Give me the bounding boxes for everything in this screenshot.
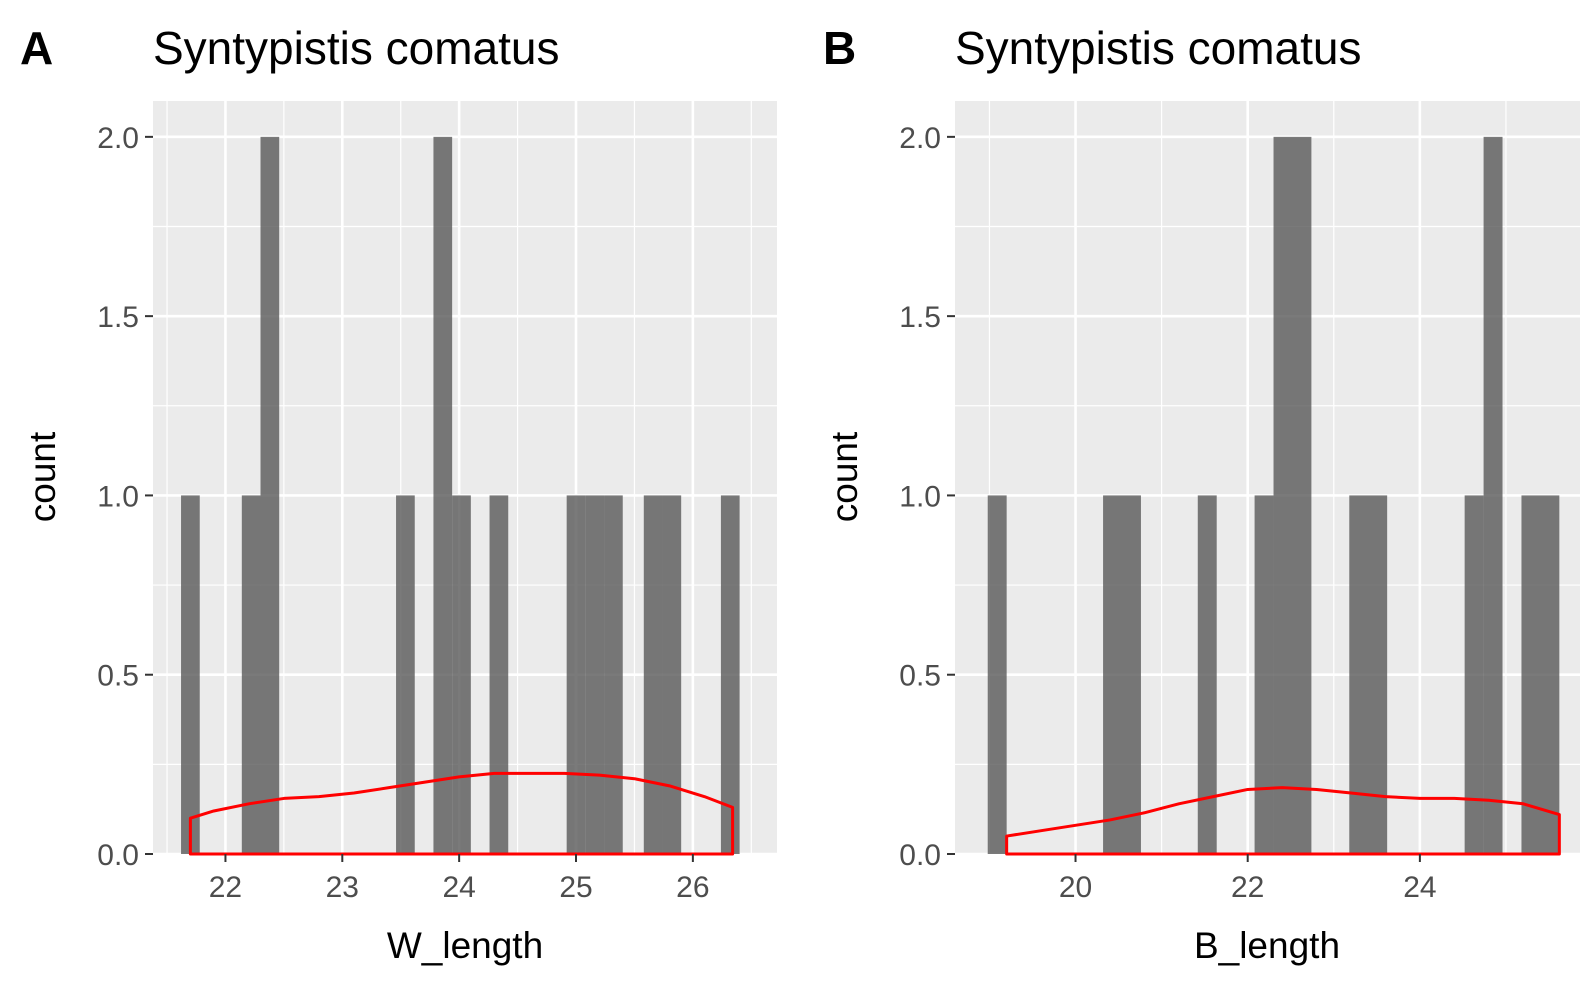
panel-b-title: Syntypistis comatus [955,22,1361,74]
panel-b-density [1005,786,1561,856]
histogram-bar [181,495,200,854]
panel-b-x-ticks: 20 22 24 [1059,854,1437,904]
y-tick-label: 0.5 [899,660,941,693]
density-curve [188,771,735,856]
y-tick-label: 1.0 [899,480,941,513]
y-tick-label: 0.5 [97,660,139,693]
y-tick-label: 1.5 [899,301,941,334]
histogram-bar [1521,495,1560,854]
panel-b-y-ticks: 0.0 0.5 1.0 1.5 2.0 [899,122,955,872]
histogram-bar [720,495,740,854]
y-tick-label: 0.0 [97,839,139,872]
histogram-bar [604,495,623,854]
x-tick-label: 22 [1231,871,1264,904]
histogram-bar [260,136,280,854]
panel-a-x-axis-title: W_length [387,925,543,966]
x-tick-label: 22 [209,871,242,904]
histogram-bar [396,495,415,854]
histogram-bar [1349,495,1388,854]
y-tick-label: 2.0 [97,122,139,155]
histogram-bar [1103,495,1141,854]
y-tick-label: 2.0 [899,122,941,155]
histogram-bar [1254,495,1274,854]
histogram-bar [241,495,261,854]
panel-a-y-ticks: 0.0 0.5 1.0 1.5 2.0 [97,122,153,872]
histogram-bar [987,495,1007,854]
panel-a-tag: A [20,22,53,74]
x-tick-label: 24 [442,871,475,904]
histogram-bar [585,495,605,854]
histogram-bar [452,495,471,854]
panel-a-bars [181,136,740,854]
histogram-bar [1273,136,1312,854]
y-tick-label: 1.5 [97,301,139,334]
y-tick-label: 0.0 [899,839,941,872]
density-curve [1005,786,1561,856]
histogram-bar [566,495,586,854]
panel-b-x-axis-title: B_length [1194,925,1340,966]
panel-b: B Syntypistis comatus 0.0 0.5 1.0 1.5 2.0 20… [823,22,1580,966]
histogram-bar [643,495,663,854]
x-tick-label: 20 [1059,871,1092,904]
panel-a-title: Syntypistis comatus [153,22,559,74]
histogram-bar [489,495,509,854]
histogram-bar [1197,495,1217,854]
x-tick-label: 26 [676,871,709,904]
x-tick-label: 24 [1403,871,1436,904]
histogram-bar [1483,136,1503,854]
histogram-bar [433,136,453,854]
panel-b-y-axis-title: count [824,431,865,522]
x-tick-label: 25 [559,871,592,904]
panel-a-y-axis-title: count [22,431,63,522]
histogram-bar [1464,495,1484,854]
x-tick-label: 23 [326,871,359,904]
panel-a-x-ticks: 22 23 24 25 26 [209,854,710,904]
y-tick-label: 1.0 [97,480,139,513]
panel-a-density [188,771,735,856]
panel-a: A Syntypistis comatus 0.0 0.5 1.0 1.5 2.0 22… [20,22,777,966]
histogram-bar [662,495,682,854]
panel-b-tag: B [823,22,856,74]
